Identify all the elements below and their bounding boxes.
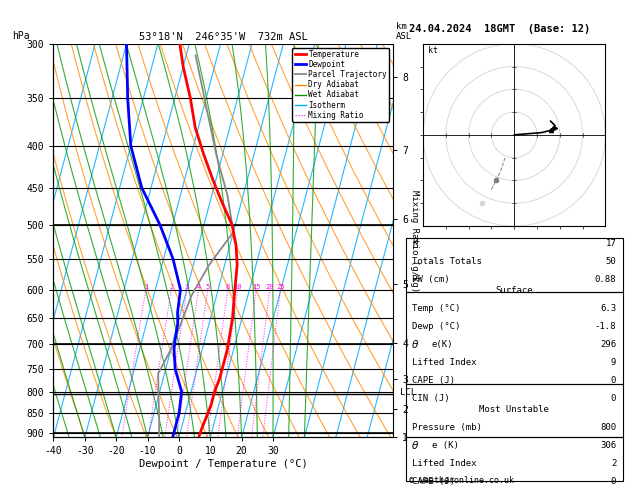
Bar (406, 238, 623, 292)
Bar (406, 292, 623, 384)
Text: CAPE (J): CAPE (J) (412, 477, 455, 486)
Text: 0.88: 0.88 (594, 275, 616, 284)
Text: 0: 0 (611, 477, 616, 486)
Text: 6.3: 6.3 (600, 304, 616, 313)
Text: 800: 800 (600, 423, 616, 433)
Text: 4: 4 (196, 284, 201, 290)
Text: θ: θ (412, 340, 418, 350)
Text: © weatheronline.co.uk: © weatheronline.co.uk (409, 476, 514, 485)
Text: -1.8: -1.8 (594, 322, 616, 331)
Text: 20: 20 (265, 284, 274, 290)
Text: Temp (°C): Temp (°C) (412, 304, 460, 313)
Text: 2: 2 (611, 459, 616, 469)
Text: 2: 2 (169, 284, 174, 290)
Text: K: K (412, 239, 418, 248)
Text: 0: 0 (611, 394, 616, 403)
Bar (406, 437, 623, 481)
Text: 15: 15 (252, 284, 260, 290)
Text: kt: kt (428, 46, 438, 55)
Text: Dewp (°C): Dewp (°C) (412, 322, 460, 331)
Text: 3: 3 (185, 284, 189, 290)
Text: 10: 10 (233, 284, 242, 290)
Text: CIN (J): CIN (J) (412, 394, 450, 403)
Text: e(K): e(K) (431, 340, 454, 349)
Text: km
ASL: km ASL (396, 22, 413, 41)
Text: Pressure (mb): Pressure (mb) (412, 423, 482, 433)
Text: 50: 50 (606, 258, 616, 266)
Text: 17: 17 (606, 239, 616, 248)
Text: 9: 9 (611, 358, 616, 367)
Text: PW (cm): PW (cm) (412, 275, 450, 284)
Text: 0: 0 (611, 376, 616, 385)
Text: 306: 306 (600, 441, 616, 451)
Bar (406, 384, 623, 437)
Text: 1: 1 (143, 284, 148, 290)
Text: LCL: LCL (400, 388, 416, 397)
Text: Surface: Surface (496, 285, 533, 295)
Text: Lifted Index: Lifted Index (412, 358, 477, 367)
Text: Lifted Index: Lifted Index (412, 459, 477, 469)
Text: θ: θ (412, 441, 418, 451)
Text: Totals Totals: Totals Totals (412, 258, 482, 266)
Text: 8: 8 (226, 284, 230, 290)
Y-axis label: Mixing Ratio (g/kg): Mixing Ratio (g/kg) (410, 190, 419, 292)
Text: 24.04.2024  18GMT  (Base: 12): 24.04.2024 18GMT (Base: 12) (409, 24, 590, 34)
X-axis label: Dewpoint / Temperature (°C): Dewpoint / Temperature (°C) (139, 459, 308, 469)
Title: 53°18'N  246°35'W  732m ASL: 53°18'N 246°35'W 732m ASL (139, 32, 308, 42)
Text: Most Unstable: Most Unstable (479, 404, 549, 414)
Text: e (K): e (K) (431, 441, 459, 451)
Legend: Temperature, Dewpoint, Parcel Trajectory, Dry Adiabat, Wet Adiabat, Isotherm, Mi: Temperature, Dewpoint, Parcel Trajectory… (292, 48, 389, 122)
Text: hPa: hPa (13, 31, 30, 41)
Text: 296: 296 (600, 340, 616, 349)
Text: CAPE (J): CAPE (J) (412, 376, 455, 385)
Text: 5: 5 (206, 284, 210, 290)
Text: 25: 25 (276, 284, 285, 290)
